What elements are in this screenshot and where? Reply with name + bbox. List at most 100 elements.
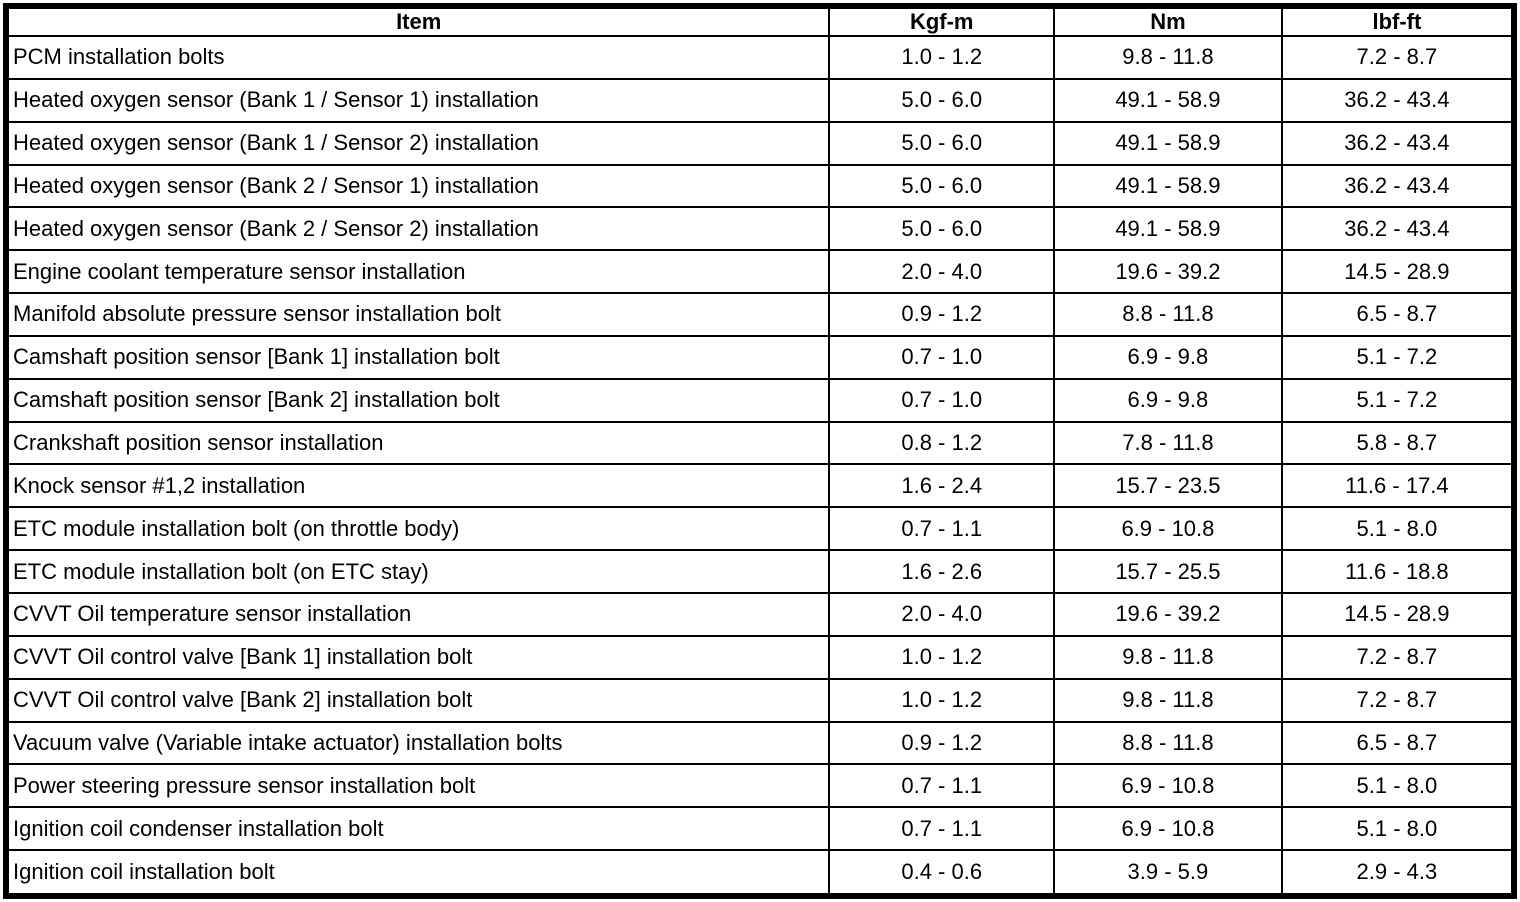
- lbf-ft-cell: 5.8 - 8.7: [1280, 420, 1516, 466]
- lbf-ft-cell: 5.1 - 8.0: [1280, 806, 1516, 852]
- nm-cell: 6.9 - 9.8: [1053, 334, 1283, 380]
- lbf-ft-cell: 5.1 - 7.2: [1280, 334, 1516, 380]
- column-header-kgf-m: Kgf-m: [828, 5, 1056, 37]
- table-header-row: Item Kgf-m Nm lbf-ft: [4, 5, 1516, 37]
- item-cell: Heated oxygen sensor (Bank 1 / Sensor 1)…: [4, 77, 831, 123]
- kgf-m-cell: 2.0 - 4.0: [828, 591, 1056, 637]
- item-cell: Camshaft position sensor [Bank 1] instal…: [4, 334, 831, 380]
- kgf-m-cell: 2.0 - 4.0: [828, 249, 1056, 295]
- item-cell: Heated oxygen sensor (Bank 2 / Sensor 1)…: [4, 163, 831, 209]
- lbf-ft-cell: 36.2 - 43.4: [1280, 77, 1516, 123]
- table-row: PCM installation bolts 1.0 - 1.2 9.8 - 11.…: [4, 35, 1516, 80]
- item-cell: Heated oxygen sensor (Bank 2 / Sensor 2)…: [4, 206, 831, 252]
- nm-cell: 8.8 - 11.8: [1053, 720, 1283, 766]
- item-cell: Ignition coil installation bolt: [4, 849, 831, 897]
- lbf-ft-cell: 5.1 - 8.0: [1280, 506, 1516, 552]
- lbf-ft-cell: 6.5 - 8.7: [1280, 292, 1516, 337]
- lbf-ft-cell: 2.9 - 4.3: [1280, 849, 1516, 897]
- item-cell: Camshaft position sensor [Bank 2] instal…: [4, 377, 831, 423]
- nm-cell: 6.9 - 10.8: [1053, 763, 1283, 809]
- item-cell: Crankshaft position sensor installation: [4, 420, 831, 466]
- kgf-m-cell: 0.9 - 1.2: [828, 292, 1056, 337]
- item-cell: CVVT Oil control valve [Bank 2] installa…: [4, 677, 831, 723]
- item-cell: Engine coolant temperature sensor instal…: [4, 249, 831, 295]
- column-header-lbf-ft: lbf-ft: [1280, 5, 1516, 37]
- table-row: Ignition coil installation bolt 0.4 - 0.6…: [4, 849, 1516, 897]
- table-row: CVVT Oil control valve [Bank 1] installa…: [4, 634, 1516, 680]
- nm-cell: 15.7 - 25.5: [1053, 549, 1283, 594]
- item-cell: Heated oxygen sensor (Bank 1 / Sensor 2)…: [4, 120, 831, 166]
- nm-cell: 49.1 - 58.9: [1053, 120, 1283, 166]
- nm-cell: 7.8 - 11.8: [1053, 420, 1283, 466]
- column-header-nm: Nm: [1053, 5, 1283, 37]
- table-row: Manifold absolute pressure sensor instal…: [4, 292, 1516, 337]
- lbf-ft-cell: 36.2 - 43.4: [1280, 120, 1516, 166]
- lbf-ft-cell: 7.2 - 8.7: [1280, 35, 1516, 80]
- lbf-ft-cell: 5.1 - 7.2: [1280, 377, 1516, 423]
- kgf-m-cell: 5.0 - 6.0: [828, 77, 1056, 123]
- kgf-m-cell: 1.6 - 2.4: [828, 463, 1056, 509]
- table-row: ETC module installation bolt (on ETC sta…: [4, 549, 1516, 594]
- nm-cell: 49.1 - 58.9: [1053, 163, 1283, 209]
- nm-cell: 8.8 - 11.8: [1053, 292, 1283, 337]
- item-cell: Ignition coil condenser installation bol…: [4, 806, 831, 852]
- table-row: Vacuum valve (Variable intake actuator) …: [4, 720, 1516, 766]
- table-row: Engine coolant temperature sensor instal…: [4, 249, 1516, 295]
- item-cell: CVVT Oil temperature sensor installation: [4, 591, 831, 637]
- torque-spec-table: Item Kgf-m Nm lbf-ft PCM installation bo…: [3, 3, 1517, 899]
- kgf-m-cell: 0.7 - 1.1: [828, 506, 1056, 552]
- lbf-ft-cell: 14.5 - 28.9: [1280, 591, 1516, 637]
- kgf-m-cell: 0.9 - 1.2: [828, 720, 1056, 766]
- kgf-m-cell: 0.7 - 1.0: [828, 334, 1056, 380]
- table-row: Knock sensor #1,2 installation 1.6 - 2.4 1…: [4, 463, 1516, 509]
- table-row: Heated oxygen sensor (Bank 1 / Sensor 1)…: [4, 77, 1516, 123]
- lbf-ft-cell: 11.6 - 18.8: [1280, 549, 1516, 594]
- item-cell: Knock sensor #1,2 installation: [4, 463, 831, 509]
- table-row: CVVT Oil control valve [Bank 2] installa…: [4, 677, 1516, 723]
- nm-cell: 15.7 - 23.5: [1053, 463, 1283, 509]
- table-row: Power steering pressure sensor installat…: [4, 763, 1516, 809]
- table-row: Crankshaft position sensor installation 0…: [4, 420, 1516, 466]
- kgf-m-cell: 0.7 - 1.1: [828, 806, 1056, 852]
- table-row: Camshaft position sensor [Bank 1] instal…: [4, 334, 1516, 380]
- lbf-ft-cell: 6.5 - 8.7: [1280, 720, 1516, 766]
- table-row: Heated oxygen sensor (Bank 2 / Sensor 2)…: [4, 206, 1516, 252]
- item-cell: Vacuum valve (Variable intake actuator) …: [4, 720, 831, 766]
- table-row: Ignition coil condenser installation bol…: [4, 806, 1516, 852]
- nm-cell: 6.9 - 10.8: [1053, 506, 1283, 552]
- lbf-ft-cell: 7.2 - 8.7: [1280, 634, 1516, 680]
- kgf-m-cell: 5.0 - 6.0: [828, 120, 1056, 166]
- table-row: Heated oxygen sensor (Bank 1 / Sensor 2)…: [4, 120, 1516, 166]
- kgf-m-cell: 0.7 - 1.0: [828, 377, 1056, 423]
- lbf-ft-cell: 7.2 - 8.7: [1280, 677, 1516, 723]
- table-row: ETC module installation bolt (on throttl…: [4, 506, 1516, 552]
- table-body: PCM installation bolts 1.0 - 1.2 9.8 - 11.…: [4, 35, 1516, 897]
- table-row: Camshaft position sensor [Bank 2] instal…: [4, 377, 1516, 423]
- nm-cell: 49.1 - 58.9: [1053, 206, 1283, 252]
- kgf-m-cell: 1.0 - 1.2: [828, 35, 1056, 80]
- kgf-m-cell: 1.6 - 2.6: [828, 549, 1056, 594]
- item-cell: CVVT Oil control valve [Bank 1] installa…: [4, 634, 831, 680]
- lbf-ft-cell: 11.6 - 17.4: [1280, 463, 1516, 509]
- table-row: Heated oxygen sensor (Bank 2 / Sensor 1)…: [4, 163, 1516, 209]
- kgf-m-cell: 0.4 - 0.6: [828, 849, 1056, 897]
- item-cell: ETC module installation bolt (on ETC sta…: [4, 549, 831, 594]
- nm-cell: 19.6 - 39.2: [1053, 591, 1283, 637]
- kgf-m-cell: 1.0 - 1.2: [828, 634, 1056, 680]
- nm-cell: 19.6 - 39.2: [1053, 249, 1283, 295]
- nm-cell: 3.9 - 5.9: [1053, 849, 1283, 897]
- lbf-ft-cell: 5.1 - 8.0: [1280, 763, 1516, 809]
- nm-cell: 9.8 - 11.8: [1053, 634, 1283, 680]
- column-header-item: Item: [4, 5, 831, 37]
- nm-cell: 9.8 - 11.8: [1053, 35, 1283, 80]
- kgf-m-cell: 0.8 - 1.2: [828, 420, 1056, 466]
- lbf-ft-cell: 36.2 - 43.4: [1280, 163, 1516, 209]
- lbf-ft-cell: 36.2 - 43.4: [1280, 206, 1516, 252]
- nm-cell: 9.8 - 11.8: [1053, 677, 1283, 723]
- kgf-m-cell: 5.0 - 6.0: [828, 163, 1056, 209]
- item-cell: ETC module installation bolt (on throttl…: [4, 506, 831, 552]
- table-row: CVVT Oil temperature sensor installation…: [4, 591, 1516, 637]
- nm-cell: 6.9 - 9.8: [1053, 377, 1283, 423]
- item-cell: Manifold absolute pressure sensor instal…: [4, 292, 831, 337]
- kgf-m-cell: 5.0 - 6.0: [828, 206, 1056, 252]
